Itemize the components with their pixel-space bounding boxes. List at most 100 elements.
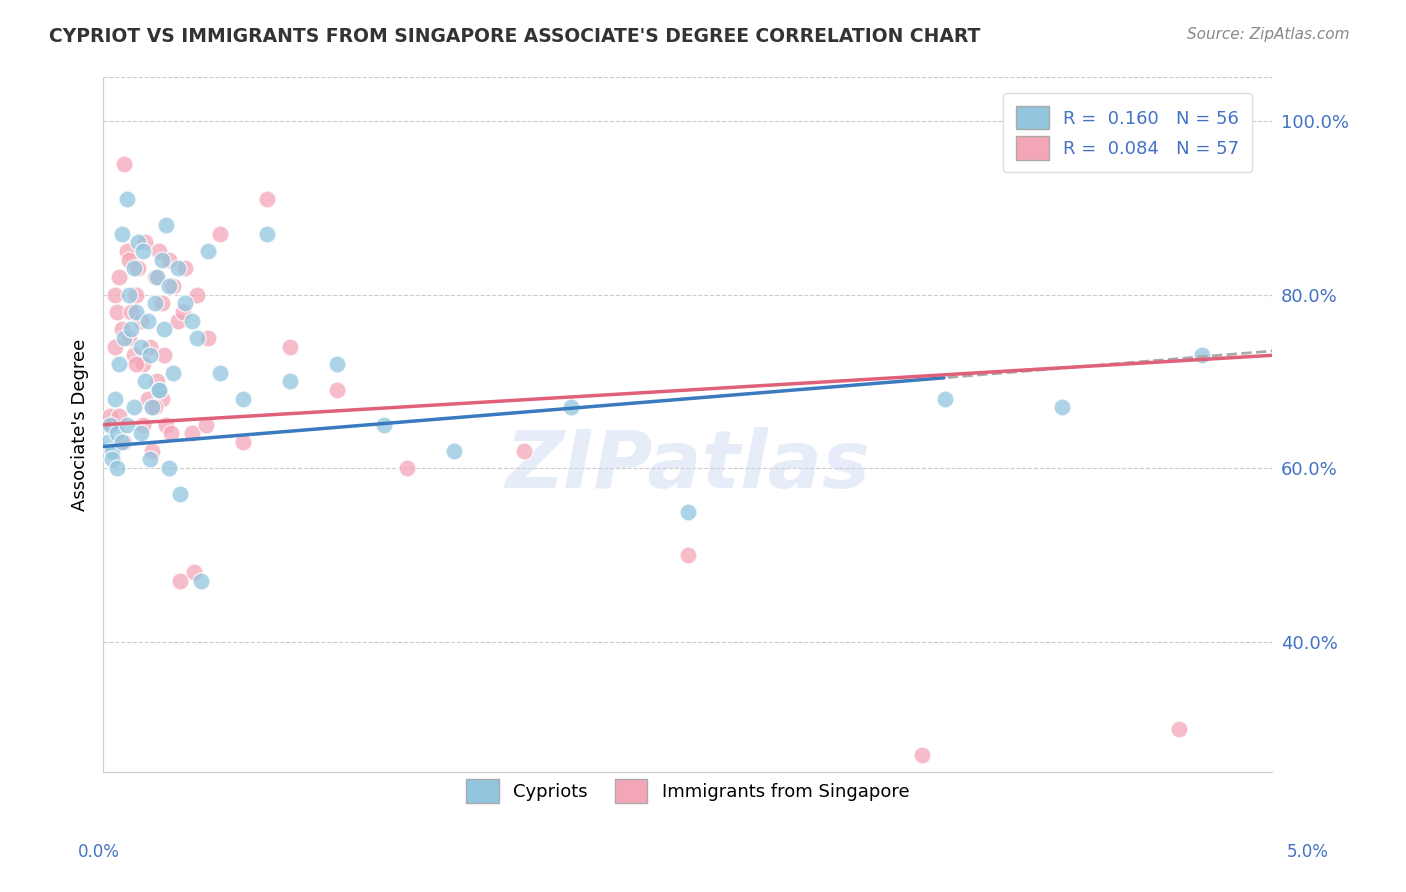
Point — [118, 252, 141, 267]
Point — [97, 435, 120, 450]
Point — [134, 235, 156, 250]
Point — [162, 278, 184, 293]
Point — [122, 261, 145, 276]
Point — [141, 401, 163, 415]
Point — [101, 452, 124, 467]
Point — [125, 357, 148, 371]
Point — [183, 566, 205, 580]
Point — [186, 331, 208, 345]
Point — [326, 357, 349, 371]
Point — [143, 270, 166, 285]
Point — [108, 409, 131, 423]
Point — [112, 157, 135, 171]
Point — [197, 244, 219, 259]
Point — [136, 313, 159, 327]
Point — [232, 435, 254, 450]
Text: 0.0%: 0.0% — [77, 843, 120, 861]
Point — [111, 227, 134, 241]
Point — [157, 278, 180, 293]
Point — [146, 375, 169, 389]
Point — [209, 227, 232, 241]
Point — [111, 435, 134, 450]
Point — [146, 270, 169, 285]
Point — [148, 383, 170, 397]
Point — [141, 443, 163, 458]
Point — [326, 383, 349, 397]
Point — [129, 313, 152, 327]
Point — [513, 443, 536, 458]
Text: 5.0%: 5.0% — [1286, 843, 1329, 861]
Point — [181, 313, 204, 327]
Point — [108, 357, 131, 371]
Point — [105, 461, 128, 475]
Point — [153, 322, 176, 336]
Point — [132, 244, 155, 259]
Point — [560, 401, 582, 415]
Point — [167, 313, 190, 327]
Point — [155, 417, 177, 432]
Point — [150, 392, 173, 406]
Point — [169, 487, 191, 501]
Point — [104, 392, 127, 406]
Point — [186, 287, 208, 301]
Point — [132, 417, 155, 432]
Point — [111, 322, 134, 336]
Point — [118, 287, 141, 301]
Point — [256, 227, 278, 241]
Point — [934, 392, 956, 406]
Point — [190, 574, 212, 588]
Point — [148, 383, 170, 397]
Point — [162, 366, 184, 380]
Point — [105, 426, 128, 441]
Point — [174, 261, 197, 276]
Point — [132, 357, 155, 371]
Point — [443, 443, 465, 458]
Point — [98, 409, 121, 423]
Point — [101, 443, 124, 458]
Point — [115, 244, 138, 259]
Point — [1168, 722, 1191, 736]
Point — [105, 305, 128, 319]
Point — [143, 296, 166, 310]
Point — [125, 305, 148, 319]
Point — [278, 375, 301, 389]
Point — [153, 348, 176, 362]
Point — [209, 366, 232, 380]
Point — [195, 417, 218, 432]
Point — [120, 322, 142, 336]
Point — [104, 287, 127, 301]
Point — [373, 417, 395, 432]
Point — [278, 340, 301, 354]
Point — [197, 331, 219, 345]
Point — [115, 417, 138, 432]
Point — [139, 340, 162, 354]
Point — [232, 392, 254, 406]
Legend: Cypriots, Immigrants from Singapore: Cypriots, Immigrants from Singapore — [454, 766, 922, 815]
Point — [122, 401, 145, 415]
Point — [136, 392, 159, 406]
Point — [134, 375, 156, 389]
Point — [1191, 348, 1213, 362]
Point — [150, 296, 173, 310]
Point — [129, 340, 152, 354]
Y-axis label: Associate's Degree: Associate's Degree — [72, 339, 89, 511]
Point — [174, 296, 197, 310]
Point — [118, 331, 141, 345]
Point — [139, 348, 162, 362]
Point — [169, 574, 191, 588]
Point — [139, 452, 162, 467]
Point — [127, 261, 149, 276]
Text: Source: ZipAtlas.com: Source: ZipAtlas.com — [1187, 27, 1350, 42]
Point — [911, 747, 934, 762]
Text: CYPRIOT VS IMMIGRANTS FROM SINGAPORE ASSOCIATE'S DEGREE CORRELATION CHART: CYPRIOT VS IMMIGRANTS FROM SINGAPORE ASS… — [49, 27, 980, 45]
Point — [157, 252, 180, 267]
Point — [101, 417, 124, 432]
Point — [127, 235, 149, 250]
Text: ZIPatlas: ZIPatlas — [505, 427, 870, 506]
Point — [155, 218, 177, 232]
Point — [167, 261, 190, 276]
Point — [143, 401, 166, 415]
Point — [172, 305, 194, 319]
Point — [1050, 401, 1073, 415]
Point — [108, 270, 131, 285]
